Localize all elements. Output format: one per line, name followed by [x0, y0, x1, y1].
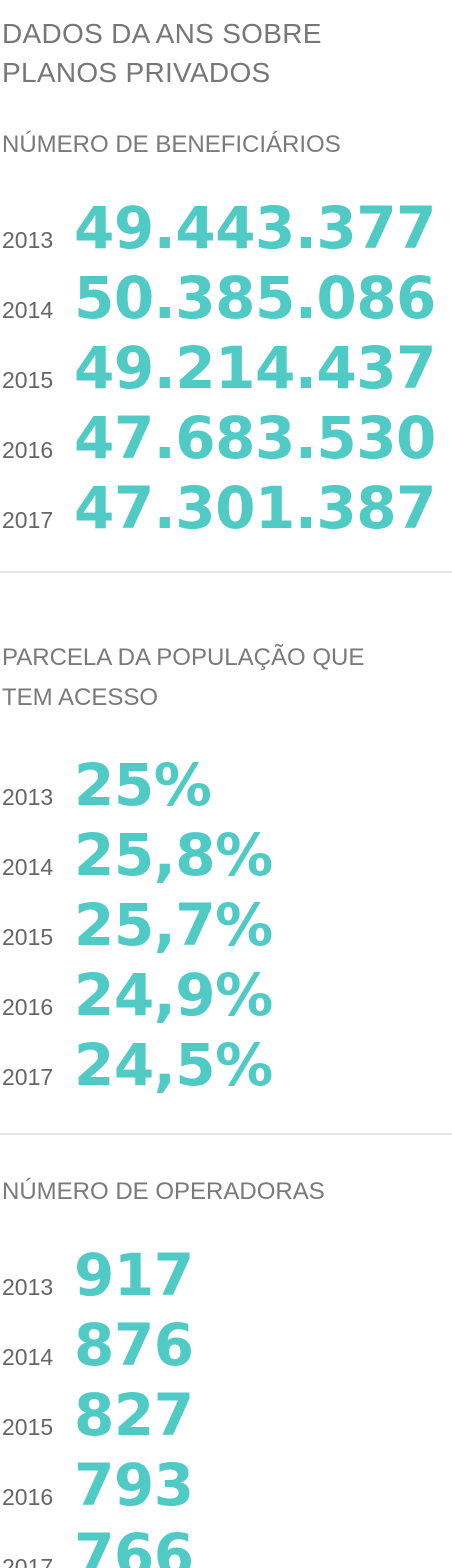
stat-row: 2017 766 [2, 1520, 452, 1568]
stat-row: 2014 50.385.086 [2, 263, 452, 333]
stat-row: 2015 49.214.437 [2, 333, 452, 403]
stat-row: 2013 49.443.377 [2, 193, 452, 263]
year: 2017 [2, 1064, 54, 1090]
stat-value: 24,9% [74, 961, 273, 1029]
stat-value: 47.301.387 [74, 474, 436, 542]
stat-row: 2016 24,9% [2, 960, 452, 1030]
stat-value: 49.443.377 [74, 194, 436, 262]
year: 2015 [2, 1414, 54, 1440]
section-label: PARCELA DA POPULAÇÃO QUE TEM ACESSO [2, 638, 364, 718]
stat-row: 2015 25,7% [2, 890, 452, 960]
stat-value: 49.214.437 [74, 334, 436, 402]
stat-value: 917 [74, 1241, 194, 1309]
year: 2014 [2, 297, 54, 323]
label-line: NÚMERO DE BENEFICIÁRIOS [2, 131, 341, 158]
year: 2016 [2, 994, 54, 1020]
year: 2014 [2, 854, 54, 880]
year: 2015 [2, 924, 54, 950]
section-rows: 2013 917 2014 876 2015 827 2016 793 2017 766 [2, 1240, 452, 1568]
divider [0, 571, 452, 573]
stat-row: 2016 793 [2, 1450, 452, 1520]
stat-value: 876 [74, 1311, 194, 1379]
stat-value: 25,7% [74, 891, 273, 959]
stat-row: 2014 25,8% [2, 820, 452, 890]
stat-row: 2016 47.683.530 [2, 403, 452, 473]
stat-value: 25% [74, 751, 212, 819]
section-rows: 2013 49.443.377 2014 50.385.086 2015 49.214.4… [2, 193, 452, 543]
stat-row: 2017 24,5% [2, 1030, 452, 1100]
stat-value: 793 [74, 1451, 194, 1519]
year: 2013 [2, 784, 54, 810]
stat-value: 50.385.086 [74, 264, 436, 332]
page-title: DADOS DA ANS SOBRE PLANOS PRIVADOS [2, 14, 322, 92]
stat-value: 766 [74, 1521, 194, 1568]
year: 2013 [2, 1274, 54, 1300]
section-label: NÚMERO DE BENEFICIÁRIOS [2, 125, 341, 165]
year: 2013 [2, 227, 54, 253]
divider [0, 1133, 452, 1135]
stat-value: 827 [74, 1381, 194, 1449]
year: 2015 [2, 367, 54, 393]
section-label: NÚMERO DE OPERADORAS [2, 1172, 325, 1212]
stat-row: 2013 917 [2, 1240, 452, 1310]
stat-value: 24,5% [74, 1031, 273, 1099]
label-line: NÚMERO DE OPERADORAS [2, 1178, 325, 1205]
year: 2014 [2, 1344, 54, 1370]
section-rows: 2013 25% 2014 25,8% 2015 25,7% 2016 24,9% 2017 24… [2, 750, 452, 1100]
stat-value: 25,8% [74, 821, 273, 889]
year: 2016 [2, 1484, 54, 1510]
year: 2016 [2, 437, 54, 463]
year: 2017 [2, 507, 54, 533]
title-line: DADOS DA ANS SOBRE [2, 18, 322, 49]
year: 2017 [2, 1554, 54, 1568]
label-line: PARCELA DA POPULAÇÃO QUE [2, 644, 365, 671]
stat-row: 2014 876 [2, 1310, 452, 1380]
title-line: PLANOS PRIVADOS [2, 57, 271, 88]
label-line: TEM ACESSO [2, 684, 159, 711]
stat-row: 2017 47.301.387 [2, 473, 452, 543]
stat-row: 2015 827 [2, 1380, 452, 1450]
stat-value: 47.683.530 [74, 404, 436, 472]
stat-row: 2013 25% [2, 750, 452, 820]
